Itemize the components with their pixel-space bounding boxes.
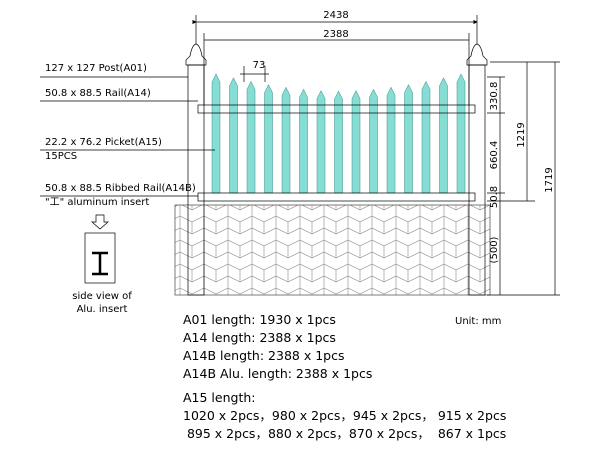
dimension-lines [40, 15, 560, 296]
picket [316, 90, 326, 194]
picket [351, 90, 361, 194]
length-line: A14 length: 2388 x 1pcs [183, 330, 336, 345]
picket [439, 77, 448, 194]
part-label: 127 x 127 Post(A01) [45, 63, 147, 74]
part-label: Alu. insert [77, 304, 128, 315]
picket [264, 84, 273, 194]
picket [456, 73, 466, 194]
picket [229, 77, 238, 194]
a15-title: A15 length: [183, 390, 256, 405]
side-view-icon [84, 214, 116, 284]
length-line: A14B Alu. length: 2388 x 1pcs [183, 366, 372, 381]
length-line: A14B length: 2388 x 1pcs [183, 348, 344, 363]
right-post [466, 43, 488, 296]
part-label: 22.2 x 76.2 Picket(A15) [45, 137, 162, 148]
picket [404, 84, 413, 194]
dim-text: 1219 [516, 122, 527, 147]
picket [334, 90, 343, 194]
dim-text: 330.8 [489, 82, 500, 111]
a15-line: 895 x 2pcs，880 x 2pcs，870 x 2pcs， 867 x … [183, 426, 506, 441]
dim-text: 660.4 [489, 141, 500, 170]
part-label: 50.8 x 88.5 Ribbed Rail(A14B) [45, 183, 196, 194]
top-rail [197, 104, 476, 114]
dim-text: 50.8 [489, 186, 500, 208]
bottom-rail [197, 192, 476, 202]
unit-label: Unit: mm [455, 316, 501, 327]
part-label: 50.8 x 88.5 Rail(A14) [45, 88, 151, 99]
dim-text: 2388 [323, 29, 348, 40]
picket [421, 80, 431, 194]
dim-text: 1719 [544, 167, 555, 192]
pickets [211, 73, 466, 194]
dim-text: 73 [253, 60, 266, 71]
part-label: side view of [72, 291, 132, 302]
part-label: "工" aluminum insert [45, 197, 149, 208]
picket [246, 80, 256, 194]
picket [386, 86, 396, 194]
picket [211, 73, 221, 194]
part-label: 15PCS [45, 151, 77, 162]
dim-text: 2438 [323, 10, 348, 21]
a15-line: 1020 x 2pcs，980 x 2pcs，945 x 2pcs， 915 x… [183, 408, 506, 423]
picket [281, 86, 291, 194]
length-line: A01 length: 1930 x 1pcs [183, 312, 336, 327]
ground [174, 204, 491, 296]
dim-text: (500) [489, 236, 500, 263]
left-post [185, 43, 207, 296]
